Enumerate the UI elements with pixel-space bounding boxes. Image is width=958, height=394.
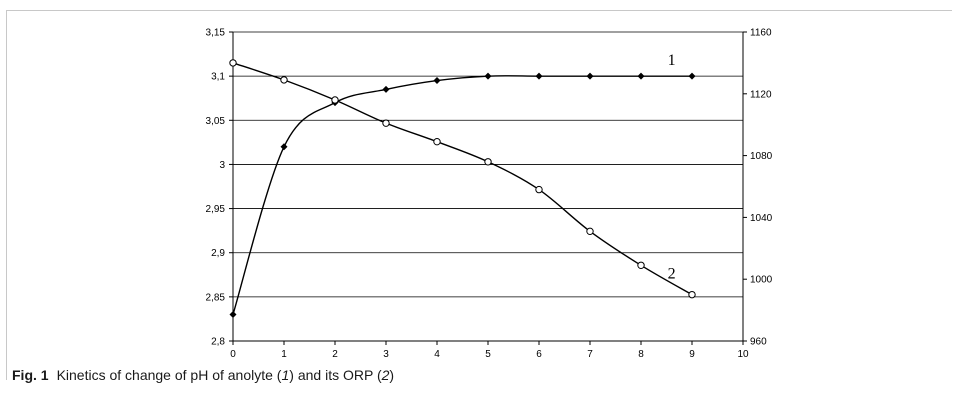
- x-tick-label: 7: [587, 349, 593, 360]
- series-1-line: [232, 75, 692, 315]
- x-tick-label: 6: [536, 349, 542, 360]
- figure-caption: Fig. 1 Kinetics of change of pH of anolyt…: [12, 367, 394, 383]
- series-1-point: [382, 85, 390, 93]
- curve-label-1: 1: [668, 52, 676, 69]
- x-tick-label: 4: [434, 349, 440, 360]
- y-left-tick-label: 3,1: [211, 72, 225, 83]
- series-1-point: [535, 72, 543, 80]
- series-2-point: [382, 119, 390, 127]
- y-right-tick-label: 1080: [750, 151, 773, 162]
- frame-left-border: [6, 10, 7, 380]
- series-1-point: [280, 143, 288, 151]
- series-2-point: [331, 96, 339, 104]
- series-2-point: [535, 185, 543, 194]
- y-right-tick-label: 960: [750, 337, 767, 348]
- x-tick-label: 1: [281, 349, 287, 360]
- caption-text-mid: ) and its ORP (: [289, 367, 382, 383]
- x-tick-label: 9: [689, 349, 695, 360]
- series-2-point: [586, 227, 594, 236]
- y-left-tick-label: 2,95: [206, 204, 226, 215]
- caption-ref-1: 1: [281, 367, 290, 383]
- x-tick-label: 2: [332, 349, 338, 360]
- caption-ref-2: 2: [381, 367, 390, 383]
- series-2-point: [484, 158, 492, 166]
- y-left-tick-label: 3: [219, 160, 225, 171]
- x-tick-label: 10: [737, 349, 749, 360]
- series-1-point: [688, 72, 696, 80]
- series-1-point: [229, 311, 237, 319]
- x-tick-label: 3: [383, 349, 389, 360]
- x-tick-label: 8: [638, 349, 644, 360]
- curve-label-2: 2: [668, 266, 676, 283]
- series-1-point: [586, 72, 594, 80]
- y-right-tick-label: 1040: [750, 213, 773, 224]
- y-left-tick-label: 2,85: [206, 292, 226, 303]
- caption-text-post: ): [389, 367, 395, 383]
- y-left-tick-label: 2,8: [211, 337, 225, 348]
- frame-top-border: [6, 10, 952, 11]
- y-right-tick-label: 1000: [750, 275, 773, 286]
- caption-text-pre: Kinetics of change of pH of anolyte (: [56, 367, 282, 383]
- y-left-tick-label: 3,05: [206, 116, 226, 127]
- series-layer: [229, 59, 696, 319]
- series-1-point: [637, 72, 645, 80]
- series-2-line: [232, 62, 693, 296]
- y-left-tick-label: 2,9: [211, 248, 225, 259]
- series-1-point: [433, 77, 441, 85]
- series-2-point: [433, 137, 441, 146]
- labels-layer: 12: [668, 52, 676, 283]
- caption-label: Fig. 1: [12, 367, 49, 383]
- series-2-point: [688, 290, 696, 299]
- y-right-tick-label: 1160: [750, 28, 772, 39]
- y-left-tick-label: 3,15: [206, 28, 226, 39]
- series-1-point: [484, 72, 492, 80]
- series-2-point: [280, 76, 288, 84]
- y-right-tick-label: 1120: [750, 89, 772, 100]
- series-2-point: [637, 261, 645, 269]
- series-2-point: [229, 59, 237, 67]
- x-tick-label: 0: [230, 349, 236, 360]
- axes-layer: 2,82,852,92,9533,053,13,1596010001040108…: [206, 28, 773, 361]
- x-tick-label: 5: [485, 349, 491, 360]
